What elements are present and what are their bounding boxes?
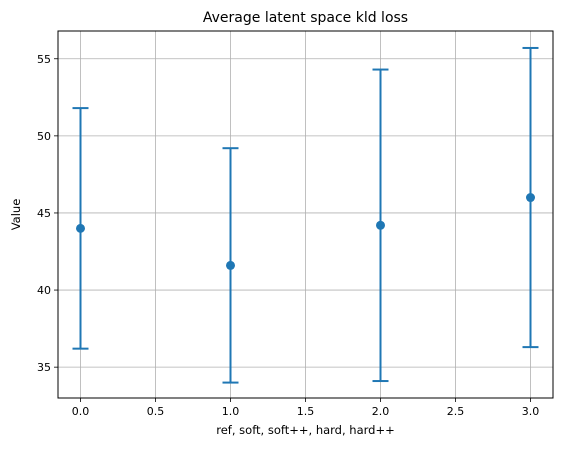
- y-axis-ticks: 35 40 45 50 55: [37, 53, 58, 374]
- x-tick-label: 1.5: [297, 405, 315, 418]
- chart-title: Average latent space kld loss: [203, 10, 408, 26]
- x-axis-label: ref, soft, soft++, hard, hard++: [216, 423, 394, 437]
- y-tick-label: 45: [37, 207, 51, 220]
- data-point: [76, 223, 85, 233]
- data-point: [526, 193, 535, 203]
- x-axis-ticks: 0.0 0.5 1.0 1.5 2.0 2.5 3.0: [72, 398, 540, 418]
- x-tick-label: 2.5: [447, 405, 465, 418]
- x-tick-label: 0.5: [147, 405, 165, 418]
- x-tick-label: 2.0: [372, 405, 390, 418]
- y-axis-label: Value: [9, 199, 23, 231]
- plot-frame: [57, 30, 554, 399]
- x-tick-label: 1.0: [222, 405, 240, 418]
- x-tick-label: 0.0: [72, 405, 90, 418]
- data-point: [376, 220, 385, 230]
- y-tick-label: 35: [37, 361, 51, 374]
- y-tick-label: 40: [37, 284, 51, 297]
- y-tick-label: 50: [37, 130, 51, 143]
- data-point: [226, 260, 235, 270]
- y-tick-label: 55: [37, 53, 51, 66]
- x-tick-label: 3.0: [522, 405, 540, 418]
- data-points: [76, 193, 535, 270]
